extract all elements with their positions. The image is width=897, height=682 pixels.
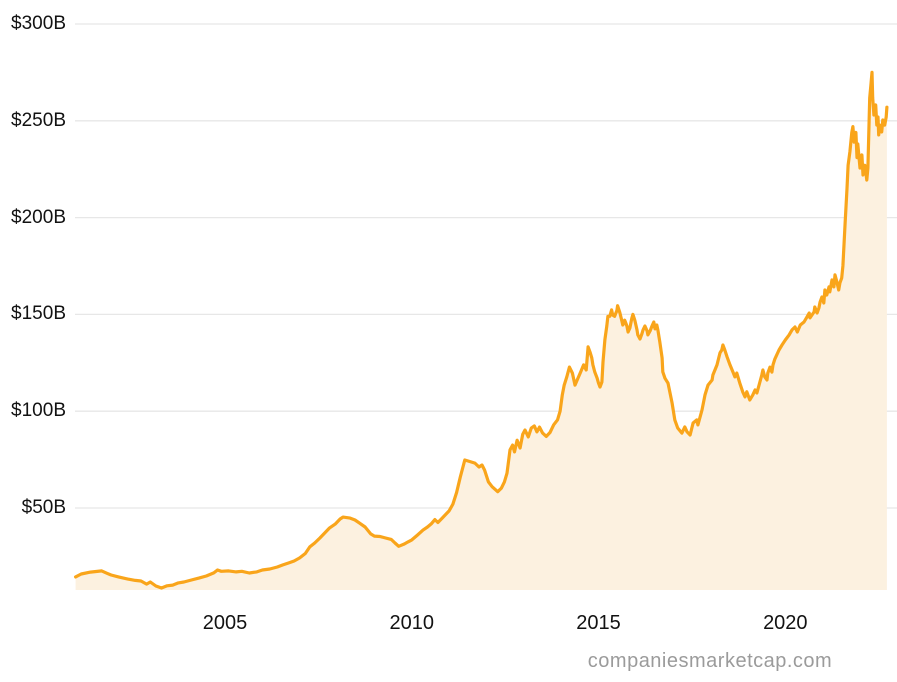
x-axis-tick-label: 2010 [389, 612, 435, 634]
x-axis-tick-label: 2020 [763, 612, 808, 634]
x-axis-tick-label: 2015 [576, 612, 621, 634]
x-axis-tick-label: 2005 [202, 612, 248, 634]
y-axis-tick-label: $150B [11, 303, 66, 325]
y-axis-tick-label: $250B [11, 109, 66, 131]
y-axis-tick-label: $50B [21, 497, 66, 518]
market-cap-area-fill [75, 72, 887, 590]
y-axis-tick-label: $100B [11, 400, 66, 422]
market-cap-line [74, 70, 889, 590]
y-axis-tick-label: $200B [11, 206, 66, 228]
y-axis-tick-label: $300B [11, 13, 66, 34]
watermark: companiesmarketcap.com [587, 650, 833, 672]
